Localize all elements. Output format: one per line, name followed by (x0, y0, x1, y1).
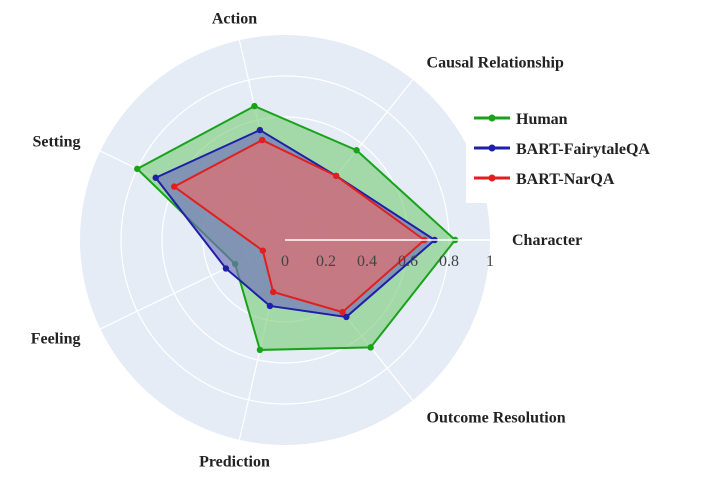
radial-tick-label: 0.8 (439, 253, 459, 270)
data-point (222, 265, 230, 272)
data-point (339, 308, 346, 316)
legend-marker (488, 144, 496, 152)
data-point (258, 136, 266, 144)
series-polygons (134, 102, 459, 354)
data-point (332, 172, 340, 180)
legend-label: Human (516, 111, 568, 128)
data-point (152, 174, 159, 181)
axis-label: Setting (32, 134, 80, 151)
legend: Human BART-FairytaleQA BART-NarQA (466, 100, 704, 203)
data-point (353, 147, 360, 154)
data-point (367, 344, 374, 351)
data-point (266, 302, 274, 310)
axis-label: Feeling (31, 330, 81, 347)
data-point (259, 247, 267, 254)
legend-marker (488, 174, 496, 182)
radial-tick-labels: 0 0.2 0.4 0.6 0.8 1 (281, 239, 494, 270)
data-point (170, 183, 178, 190)
axis-label: Causal Relationship (427, 55, 564, 72)
radial-tick-label: 0.6 (398, 253, 418, 270)
axis-label: Character (512, 232, 582, 249)
data-point (269, 288, 277, 296)
data-point (343, 313, 350, 321)
data-point (251, 102, 258, 110)
data-point (134, 165, 141, 173)
axis-label: Prediction (199, 453, 270, 470)
legend-marker (488, 114, 496, 122)
series-area-2 (172, 138, 426, 314)
radial-tick-label: 0 (281, 253, 289, 270)
axis-label: Outcome Resolution (427, 409, 566, 426)
data-point (256, 346, 264, 354)
radial-tick-label: 0.2 (316, 253, 336, 270)
radial-tick-label: 1 (486, 253, 494, 270)
legend-label: BART-NarQA (516, 171, 615, 188)
axis-label: Action (212, 11, 257, 28)
axis-labels: Character Causal Relationship Action Settin… (31, 11, 582, 471)
radial-tick-label: 0.4 (357, 253, 377, 270)
data-point (256, 126, 264, 134)
legend-label: BART-FairytaleQA (516, 141, 650, 158)
